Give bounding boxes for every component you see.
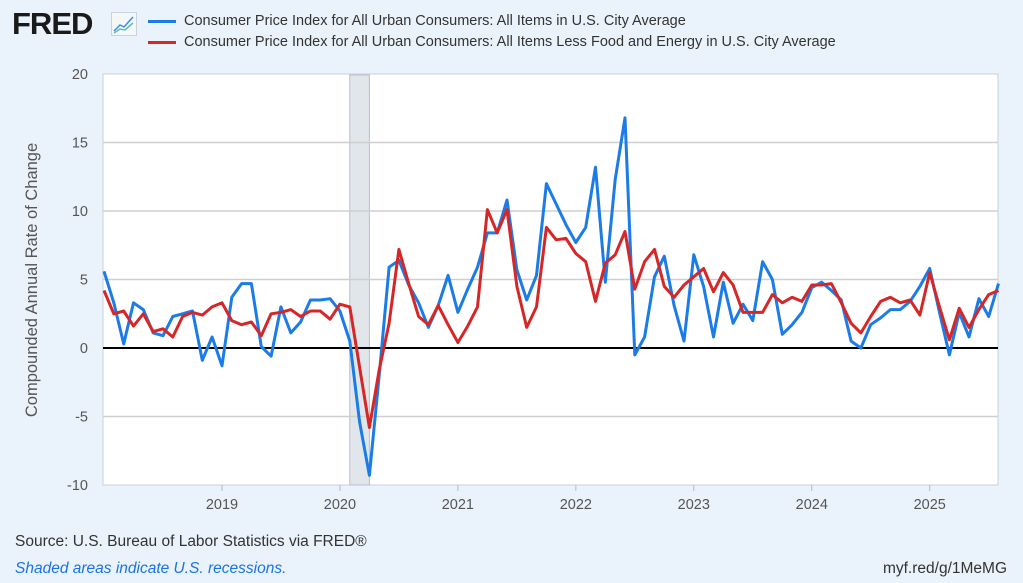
recession-note-link[interactable]: Shaded areas indicate U.S. recessions. [15,560,287,577]
short-url[interactable]: myf.red/g/1MeMG [882,560,1007,577]
y-tick-label: 0 [80,341,88,357]
y-tick-label: 10 [72,204,88,220]
series-line-cpi-core [102,208,1000,429]
y-tick-label: 20 [72,67,88,83]
y-tick-label: 5 [80,273,88,289]
legend-item-cpi-all[interactable]: Consumer Price Index for All Urban Consu… [148,13,686,29]
legend-swatch-red [148,40,176,44]
y-axis-label: Compounded Annual Rate of Change [23,143,41,417]
chart-line-icon [111,12,137,36]
legend-item-cpi-core[interactable]: Consumer Price Index for All Urban Consu… [148,34,836,50]
y-tick-label: -10 [67,478,88,494]
x-tick-label: 2025 [914,497,946,513]
series-line-cpi-all [102,116,1000,477]
legend-swatch-blue [148,19,176,23]
legend-label: Consumer Price Index for All Urban Consu… [184,13,686,29]
x-tick-label: 2019 [206,497,238,513]
x-tick-label: 2020 [324,497,356,513]
x-tick-label: 2021 [442,497,474,513]
y-tick-label: -5 [75,410,88,426]
x-tick-label: 2022 [560,497,592,513]
x-tick-label: 2023 [678,497,710,513]
y-tick-label: 15 [72,136,88,152]
x-tick-label: 2024 [796,497,828,513]
fred-logo[interactable]: FRED [12,6,93,41]
legend-label: Consumer Price Index for All Urban Consu… [184,34,836,50]
source-note: Source: U.S. Bureau of Labor Statistics … [15,533,367,550]
